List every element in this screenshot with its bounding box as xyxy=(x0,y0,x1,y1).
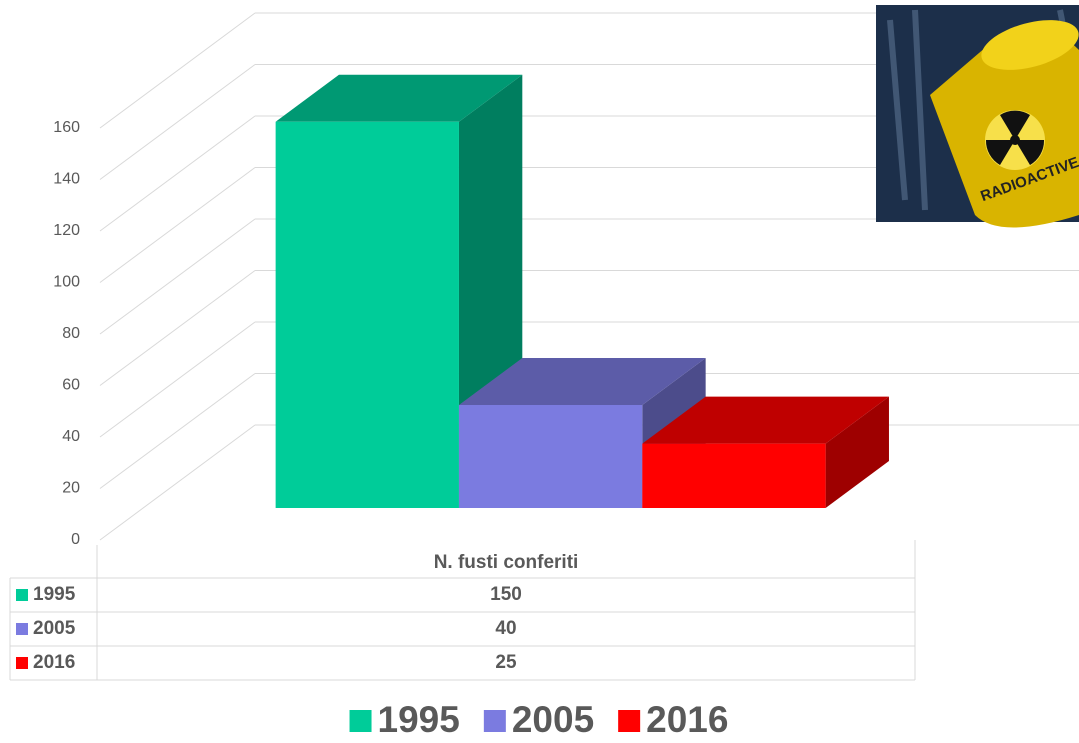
table-key xyxy=(16,623,28,635)
grid-line xyxy=(100,271,255,386)
legend-label: 1995 xyxy=(378,699,460,738)
bar xyxy=(276,122,459,508)
table-series-name: 2005 xyxy=(33,618,76,639)
y-tick-label: 0 xyxy=(71,531,80,548)
grid-line xyxy=(100,219,255,334)
grid-line xyxy=(100,65,255,180)
bar xyxy=(642,444,825,508)
table-key xyxy=(16,657,28,669)
bars xyxy=(276,75,889,508)
data-table: N. fusti conferiti 1995 150 2005 40 2016 25 xyxy=(10,545,915,680)
grid-line xyxy=(100,116,255,231)
grid-line xyxy=(100,425,255,540)
table-key xyxy=(16,589,28,601)
table-value: 150 xyxy=(490,584,522,605)
y-tick-label: 160 xyxy=(53,119,80,136)
y-tick-label: 100 xyxy=(53,274,80,291)
table-series-name: 2016 xyxy=(33,652,75,673)
y-axis: 0 20 40 60 80 100 120 140 160 xyxy=(53,119,80,548)
chart: RADIOACTIVE 0 20 40 60 80 100 120 140 160 N. fus… xyxy=(0,0,1079,738)
y-tick-label: 140 xyxy=(53,171,80,188)
grid-line xyxy=(100,374,255,489)
category-label: N. fusti conferiti xyxy=(434,552,579,573)
grid-line xyxy=(100,13,255,128)
y-tick-label: 80 xyxy=(62,325,80,342)
legend-label: 2005 xyxy=(512,699,594,738)
bar xyxy=(459,405,642,508)
y-tick-label: 120 xyxy=(53,222,80,239)
legend-key xyxy=(350,710,372,732)
y-tick-label: 60 xyxy=(62,377,80,394)
picture: RADIOACTIVE xyxy=(876,5,1079,228)
legend-key xyxy=(484,710,506,732)
legend-label: 2016 xyxy=(646,699,728,738)
legend: 1995 2005 2016 xyxy=(350,699,729,738)
table-value: 40 xyxy=(495,618,516,639)
table-series-name: 1995 xyxy=(33,584,76,605)
grid-line xyxy=(100,322,255,437)
y-tick-label: 20 xyxy=(62,480,80,497)
grid-line xyxy=(100,168,255,283)
legend-key xyxy=(618,710,640,732)
table-value: 25 xyxy=(495,652,517,673)
y-tick-label: 40 xyxy=(62,428,80,445)
